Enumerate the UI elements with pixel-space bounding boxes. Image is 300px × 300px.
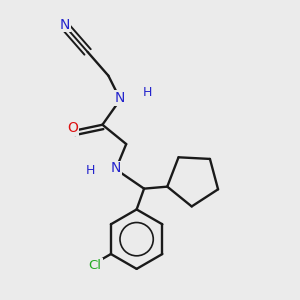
Text: N: N xyxy=(115,91,125,105)
Text: Cl: Cl xyxy=(89,259,102,272)
Text: N: N xyxy=(111,161,121,176)
Text: H: H xyxy=(86,164,95,177)
Text: N: N xyxy=(60,18,70,32)
Text: O: O xyxy=(67,121,78,135)
Text: H: H xyxy=(142,85,152,98)
